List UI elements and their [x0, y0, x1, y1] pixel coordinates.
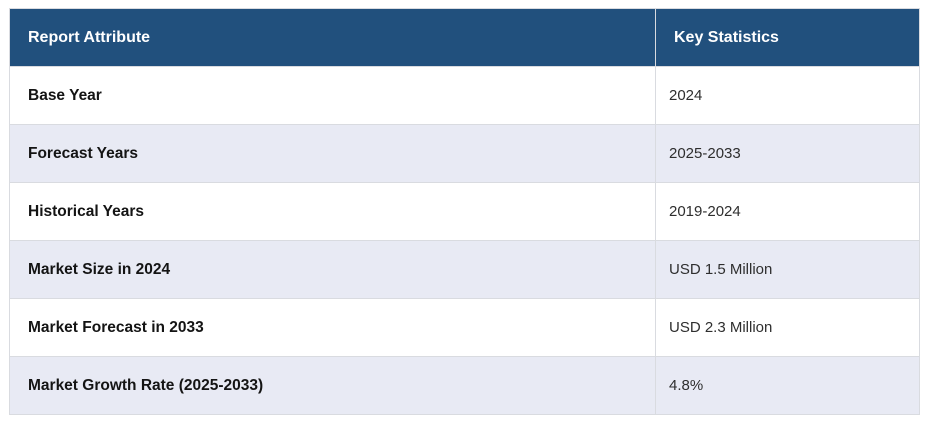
- table-body: Base Year 2024 Forecast Years 2025-2033 Hist…: [9, 66, 920, 415]
- value-cell: 2019-2024: [655, 182, 920, 241]
- value-cell: 2025-2033: [655, 124, 920, 183]
- attribute-cell: Market Growth Rate (2025-2033): [9, 356, 656, 415]
- table-row: Market Growth Rate (2025-2033) 4.8%: [9, 356, 920, 415]
- table-row: Base Year 2024: [9, 66, 920, 125]
- attribute-cell: Historical Years: [9, 182, 656, 241]
- table-row: Forecast Years 2025-2033: [9, 124, 920, 183]
- column-header-key-statistics: Key Statistics: [655, 8, 920, 67]
- attribute-cell: Market Forecast in 2033: [9, 298, 656, 357]
- value-cell: 2024: [655, 66, 920, 125]
- value-cell: 4.8%: [655, 356, 920, 415]
- attribute-cell: Base Year: [9, 66, 656, 125]
- report-statistics-table: Report Attribute Key Statistics Base Yea…: [9, 8, 920, 415]
- report-statistics-panel: Report Attribute Key Statistics Base Yea…: [9, 8, 920, 415]
- value-cell: USD 1.5 Million: [655, 240, 920, 299]
- table-row: Market Size in 2024 USD 1.5 Million: [9, 240, 920, 299]
- table-row: Market Forecast in 2033 USD 2.3 Million: [9, 298, 920, 357]
- table-header-row: Report Attribute Key Statistics: [9, 8, 920, 67]
- column-header-report-attribute: Report Attribute: [9, 8, 656, 67]
- attribute-cell: Market Size in 2024: [9, 240, 656, 299]
- attribute-cell: Forecast Years: [9, 124, 656, 183]
- table-row: Historical Years 2019-2024: [9, 182, 920, 241]
- value-cell: USD 2.3 Million: [655, 298, 920, 357]
